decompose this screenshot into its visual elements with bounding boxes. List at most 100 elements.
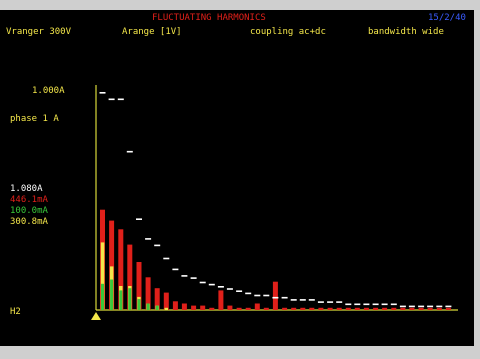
- channel-label: phase 1 A: [10, 114, 59, 124]
- peak-marker: [354, 303, 361, 306]
- harmonic-bar: [363, 307, 369, 310]
- harmonic-bar: [309, 307, 315, 310]
- harmonic-bar: [291, 307, 297, 310]
- harmonic-bar: [427, 307, 433, 310]
- harmonic-bar: [436, 307, 442, 310]
- harmonic-bar: [300, 307, 306, 310]
- harmonic-bar: [227, 305, 233, 310]
- harmonic-bar: [154, 288, 160, 310]
- peak-marker: [418, 305, 425, 308]
- harmonic-bar: [327, 307, 333, 310]
- peak-marker: [408, 305, 415, 308]
- peak-marker: [99, 92, 106, 94]
- harmonic-bar: [318, 307, 324, 310]
- peak-marker: [345, 303, 352, 306]
- harmonic-bar: [354, 307, 360, 310]
- harmonic-bar: [218, 290, 224, 310]
- harmonic-bar: [391, 307, 397, 310]
- readout-green: 100.0mA: [10, 206, 48, 216]
- readout-total: 1.080A: [10, 184, 43, 194]
- harmonic-bar: [373, 307, 379, 310]
- bandwidth-setting: bandwidth wide: [368, 27, 444, 37]
- harmonic-bar: [128, 288, 132, 310]
- harmonic-bar: [409, 307, 415, 310]
- harmonic-bar: [155, 305, 159, 310]
- harmonic-bar: [110, 279, 114, 310]
- arange-setting: Arange [1V]: [122, 27, 182, 37]
- peak-marker: [199, 281, 206, 284]
- harmonic-bar: [181, 303, 187, 310]
- harmonic-bar: [164, 307, 168, 310]
- peak-marker: [172, 268, 179, 271]
- harmonic-bar: [418, 307, 424, 310]
- harmonic-bar: [163, 292, 169, 310]
- peak-marker: [281, 296, 288, 299]
- peak-marker: [136, 218, 142, 220]
- peak-marker: [399, 305, 406, 308]
- harmonic-bar: [100, 242, 105, 310]
- peak-marker: [108, 98, 115, 101]
- harmonic-bar: [172, 301, 178, 310]
- peak-marker: [390, 303, 397, 306]
- coupling-setting: coupling ac+dc: [250, 27, 326, 37]
- peak-marker: [317, 301, 324, 303]
- peak-marker: [263, 294, 270, 297]
- peak-marker: [181, 275, 188, 277]
- harmonic-bar: [263, 307, 269, 310]
- peak-marker: [226, 288, 233, 290]
- peak-marker: [445, 305, 452, 308]
- peak-marker: [217, 286, 224, 288]
- peak-marker: [290, 299, 297, 301]
- harmonic-bar: [200, 305, 206, 310]
- peak-marker: [190, 277, 197, 279]
- peak-marker: [363, 303, 370, 306]
- peak-marker: [272, 296, 279, 299]
- cursor-marker-icon[interactable]: [91, 312, 101, 320]
- harmonic-label: H2: [10, 307, 21, 317]
- scale-top-label: 1.000A: [32, 86, 65, 96]
- peak-marker: [427, 305, 434, 308]
- peak-marker: [117, 98, 124, 101]
- harmonic-bar: [101, 283, 104, 310]
- peak-marker: [336, 301, 343, 303]
- peak-marker: [163, 257, 170, 260]
- peak-marker: [381, 303, 388, 306]
- harmonic-bar: [191, 305, 197, 310]
- peak-marker: [145, 238, 152, 240]
- peak-marker: [299, 299, 306, 301]
- analyzer-screen: FLUCTUATING HARMONICS 15/2/40 Vranger 30…: [0, 10, 474, 346]
- date-readout: 15/2/40: [428, 13, 466, 23]
- peak-marker: [372, 303, 379, 306]
- harmonics-chart: [91, 85, 458, 320]
- peak-marker: [245, 292, 252, 295]
- harmonic-bar: [345, 307, 351, 310]
- peak-marker: [254, 294, 261, 297]
- readout-yellow: 300.8mA: [10, 217, 48, 227]
- harmonic-bar: [118, 229, 124, 310]
- harmonic-bar: [146, 303, 150, 310]
- peak-marker: [308, 299, 315, 301]
- vrange-setting: Vranger 300V: [6, 27, 72, 37]
- harmonic-bar: [119, 290, 123, 310]
- harmonic-bar: [245, 307, 251, 310]
- peak-marker: [327, 301, 334, 303]
- harmonic-bar: [254, 303, 260, 310]
- harmonic-bar: [272, 281, 278, 310]
- harmonic-bar: [236, 307, 242, 310]
- harmonic-bar: [336, 307, 342, 310]
- harmonic-bar: [145, 277, 151, 310]
- harmonic-bar: [209, 307, 215, 310]
- screen-title: FLUCTUATING HARMONICS: [152, 13, 266, 23]
- peak-marker: [436, 305, 443, 308]
- harmonic-bar: [445, 307, 451, 310]
- harmonic-bar: [282, 307, 288, 310]
- harmonic-bar: [137, 299, 141, 310]
- harmonic-bar: [400, 307, 406, 310]
- harmonic-bar: [382, 307, 388, 310]
- peak-marker: [126, 150, 133, 153]
- peak-marker: [208, 283, 215, 286]
- peak-marker: [154, 244, 161, 247]
- peak-marker: [236, 290, 243, 292]
- harmonic-bar: [127, 244, 133, 310]
- harmonic-bar: [109, 220, 115, 310]
